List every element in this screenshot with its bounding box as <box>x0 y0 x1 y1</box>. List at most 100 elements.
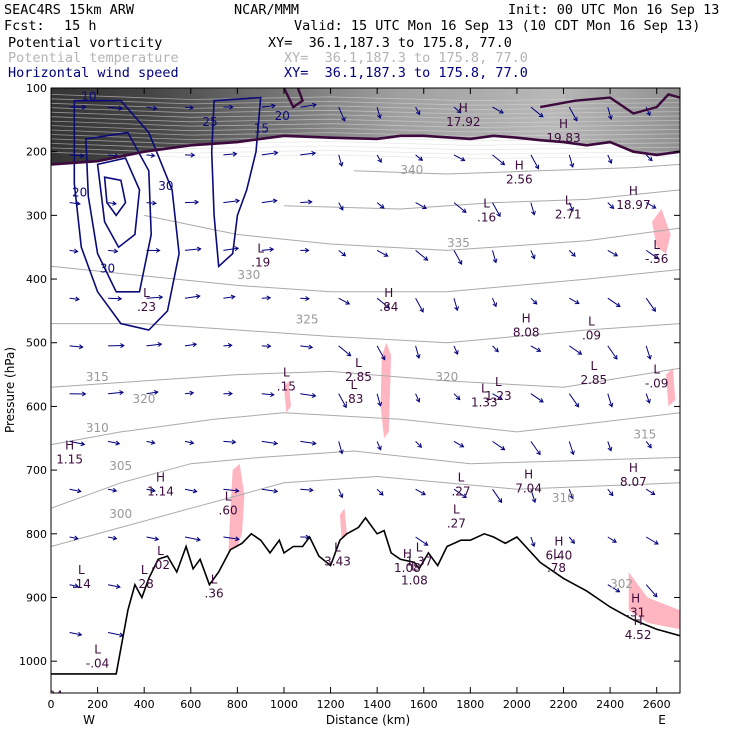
extremum-letter: H <box>524 467 533 481</box>
wind-arrowhead <box>231 439 237 445</box>
extremum-letter: L <box>94 643 101 657</box>
extremum-letter: L <box>653 362 660 376</box>
extremum-letter: H <box>65 439 74 453</box>
wind-arrow <box>69 345 83 348</box>
wind-arrowhead <box>456 108 462 114</box>
wind-arrow <box>107 440 120 445</box>
extremum-letter: H <box>631 592 640 606</box>
wind-arrow <box>607 488 614 496</box>
wind-arrowhead <box>154 536 160 542</box>
wind-arrow <box>568 393 579 408</box>
wind-contour <box>85 131 153 293</box>
stratosphere-streak <box>51 120 680 128</box>
wind-arrow <box>184 201 199 204</box>
wind-arrowhead <box>192 342 198 348</box>
pv-contour <box>539 93 680 115</box>
wind-speed-label: 20 <box>72 185 87 199</box>
theta-contour <box>353 163 680 175</box>
wind-arrowhead <box>273 440 279 446</box>
wind-arrowhead <box>269 247 275 252</box>
pv-shaded-region <box>380 342 392 439</box>
wind-arrow <box>530 106 544 118</box>
wind-arrow <box>453 154 465 162</box>
wind-arrow <box>645 154 653 161</box>
wind-arrow <box>492 106 504 114</box>
extremum-value: .16 <box>477 211 496 225</box>
extremum-letter: H <box>634 614 643 628</box>
field-theta-xy: XY= 36.1,187.3 to 175.8, 77.0 <box>284 50 528 66</box>
field-pv-xy: XY= 36.1,187.3 to 175.8, 77.0 <box>268 35 512 51</box>
wind-arrowhead <box>530 254 536 260</box>
wind-arrowhead <box>654 540 659 545</box>
wind-arrowhead <box>304 247 310 253</box>
wind-arrowhead <box>417 443 423 448</box>
extremum-letter: L <box>411 560 418 574</box>
field-theta-name: Potential temperature <box>8 50 179 66</box>
stratosphere-streak <box>51 151 680 160</box>
wind-arrow <box>338 441 343 454</box>
wind-arrow <box>223 488 239 492</box>
stratosphere-streak <box>51 107 680 115</box>
extremum-value: .23 <box>137 300 156 314</box>
theta-label: 335 <box>447 236 470 250</box>
wind-arrow <box>69 440 85 445</box>
wind-arrow <box>607 536 617 543</box>
wind-arrow <box>645 249 659 260</box>
wind-arrowhead <box>500 445 506 451</box>
wind-arrow <box>376 441 382 450</box>
extremum-value: 1.14 <box>147 485 174 499</box>
wind-arrow <box>645 536 659 545</box>
wind-arrow <box>261 248 274 251</box>
wind-arrowhead <box>308 344 314 350</box>
extremum-letter: L <box>481 381 488 395</box>
wind-arrow <box>184 295 200 299</box>
wind-arrow <box>530 250 535 259</box>
wind-arrow <box>645 297 656 312</box>
wind-arrowhead <box>454 306 459 312</box>
wind-arrowhead <box>536 450 541 456</box>
wind-arrowhead <box>273 488 279 494</box>
wind-arrow <box>338 154 343 167</box>
wind-arrowhead <box>569 162 575 168</box>
extremum-value: -.56 <box>645 252 668 266</box>
wind-arrowhead <box>377 445 382 451</box>
wind-arrow <box>223 344 232 347</box>
extremum-value: 1.15 <box>56 453 83 467</box>
y-tick-label: 800 <box>26 528 47 541</box>
wind-arrow <box>69 154 84 157</box>
wind-arrowhead <box>538 112 544 118</box>
stratosphere-streak <box>51 102 680 111</box>
extremum-value: -.04 <box>86 657 109 671</box>
wind-arrowhead <box>342 403 347 409</box>
wind-arrow <box>492 488 503 503</box>
wind-arrowhead <box>341 116 346 122</box>
wind-arrow <box>184 106 194 109</box>
wind-arrowhead <box>569 494 574 500</box>
pv-shaded-region <box>628 572 680 630</box>
extremum-letter: H <box>515 159 524 173</box>
wind-arrow <box>607 584 620 593</box>
wind-arrow <box>376 249 388 257</box>
y-tick-label: 400 <box>26 273 47 286</box>
extremum-letter: L <box>553 547 560 561</box>
extremum-value: .28 <box>135 577 154 591</box>
y-tick-label: 300 <box>26 209 47 222</box>
wind-arrowhead <box>73 248 79 254</box>
terrain-fill <box>51 517 680 693</box>
wind-arrowhead <box>311 440 317 446</box>
stratosphere-streak <box>51 116 680 124</box>
wind-arrowhead <box>454 350 459 355</box>
wind-speed-label: 25 <box>202 115 217 129</box>
wind-arrowhead <box>115 584 121 589</box>
wind-arrow <box>223 153 237 156</box>
wind-arrow <box>530 202 535 215</box>
wind-arrowhead <box>615 587 621 593</box>
wind-contour <box>96 157 141 249</box>
extremum-letter: L <box>78 563 85 577</box>
wind-arrowhead <box>647 443 652 449</box>
wind-arrow <box>261 440 278 445</box>
wind-arrow <box>223 536 239 540</box>
wind-arrow <box>645 441 652 449</box>
wind-arrowhead <box>538 398 544 403</box>
pv-shaded-region <box>284 380 291 413</box>
